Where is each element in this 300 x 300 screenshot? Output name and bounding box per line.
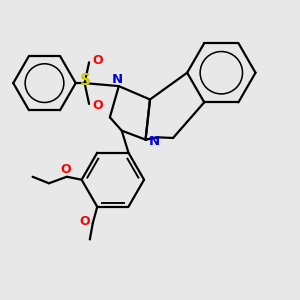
Text: O: O	[93, 54, 103, 67]
Text: O: O	[60, 163, 70, 176]
Text: N: N	[148, 135, 159, 148]
Text: O: O	[93, 99, 103, 112]
Text: N: N	[112, 73, 123, 86]
Text: O: O	[79, 215, 90, 228]
Text: S: S	[80, 73, 91, 88]
